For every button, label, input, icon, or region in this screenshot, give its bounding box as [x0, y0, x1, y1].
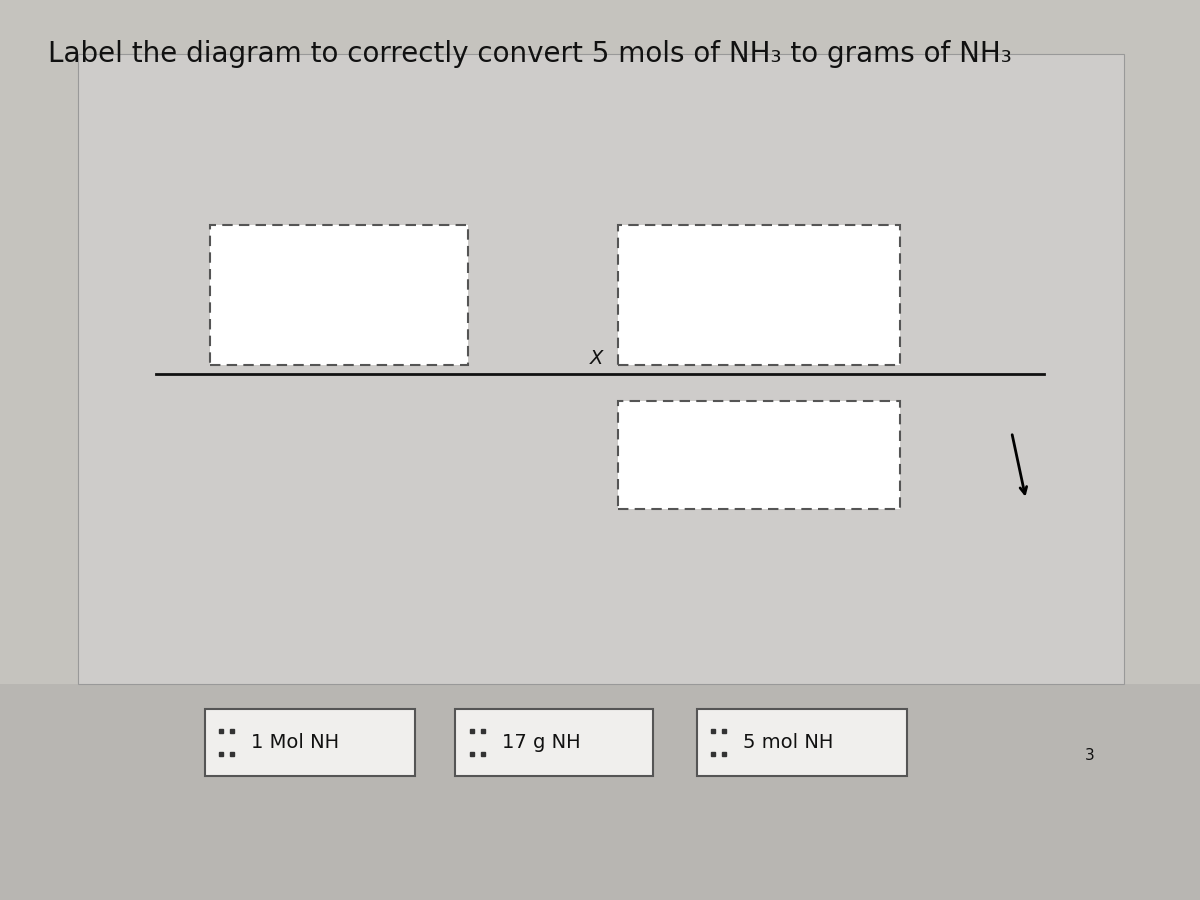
Bar — [618, 225, 900, 364]
Text: X: X — [589, 349, 604, 368]
Bar — [618, 400, 900, 508]
Text: 1 Mol NH: 1 Mol NH — [252, 733, 340, 752]
Text: 5 mol NH: 5 mol NH — [744, 733, 834, 752]
Bar — [696, 709, 907, 776]
Bar — [456, 709, 653, 776]
Text: 17 g NH: 17 g NH — [503, 733, 581, 752]
Text: Label the diagram to correctly convert 5 mols of NH₃ to grams of NH₃: Label the diagram to correctly convert 5… — [48, 40, 1012, 68]
Text: 3: 3 — [1085, 748, 1094, 762]
Bar — [0, 684, 1200, 900]
Bar — [78, 54, 1124, 684]
Bar — [210, 225, 468, 364]
Bar — [205, 709, 415, 776]
